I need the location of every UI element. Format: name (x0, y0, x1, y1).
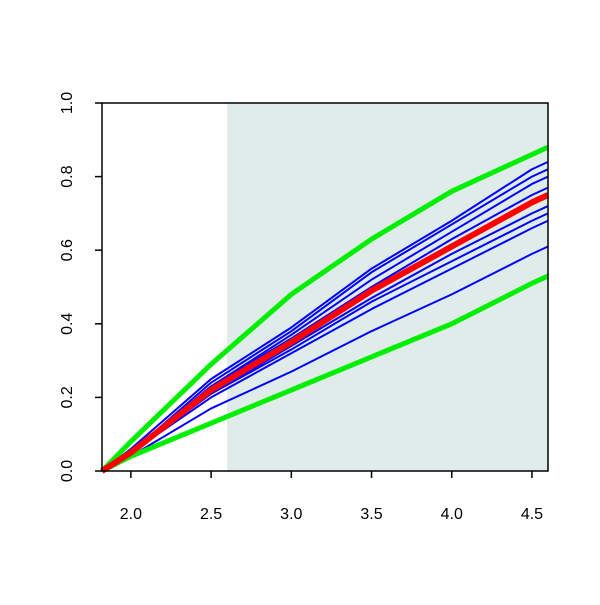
x-tick-label: 2.5 (200, 506, 222, 523)
series-line (100, 192, 550, 474)
x-tick-label: 3.0 (280, 506, 302, 523)
shaded-region (227, 103, 548, 471)
series-line (100, 144, 550, 473)
y-tick-label: 0.4 (59, 313, 76, 335)
x-tick-label: 3.5 (360, 506, 382, 523)
y-tick-label: 1.0 (59, 92, 76, 114)
y-tick-label: 0.0 (59, 460, 76, 482)
y-tick-label: 0.6 (59, 239, 76, 261)
x-tick-label: 4.0 (441, 506, 463, 523)
y-tick-label: 0.2 (59, 386, 76, 408)
x-tick-label: 4.5 (521, 506, 543, 523)
plot-box (101, 102, 549, 472)
series-line (100, 273, 550, 474)
series-line (101, 160, 549, 472)
x-tick-label: 2.0 (120, 506, 142, 523)
y-tick-label: 0.8 (59, 165, 76, 187)
